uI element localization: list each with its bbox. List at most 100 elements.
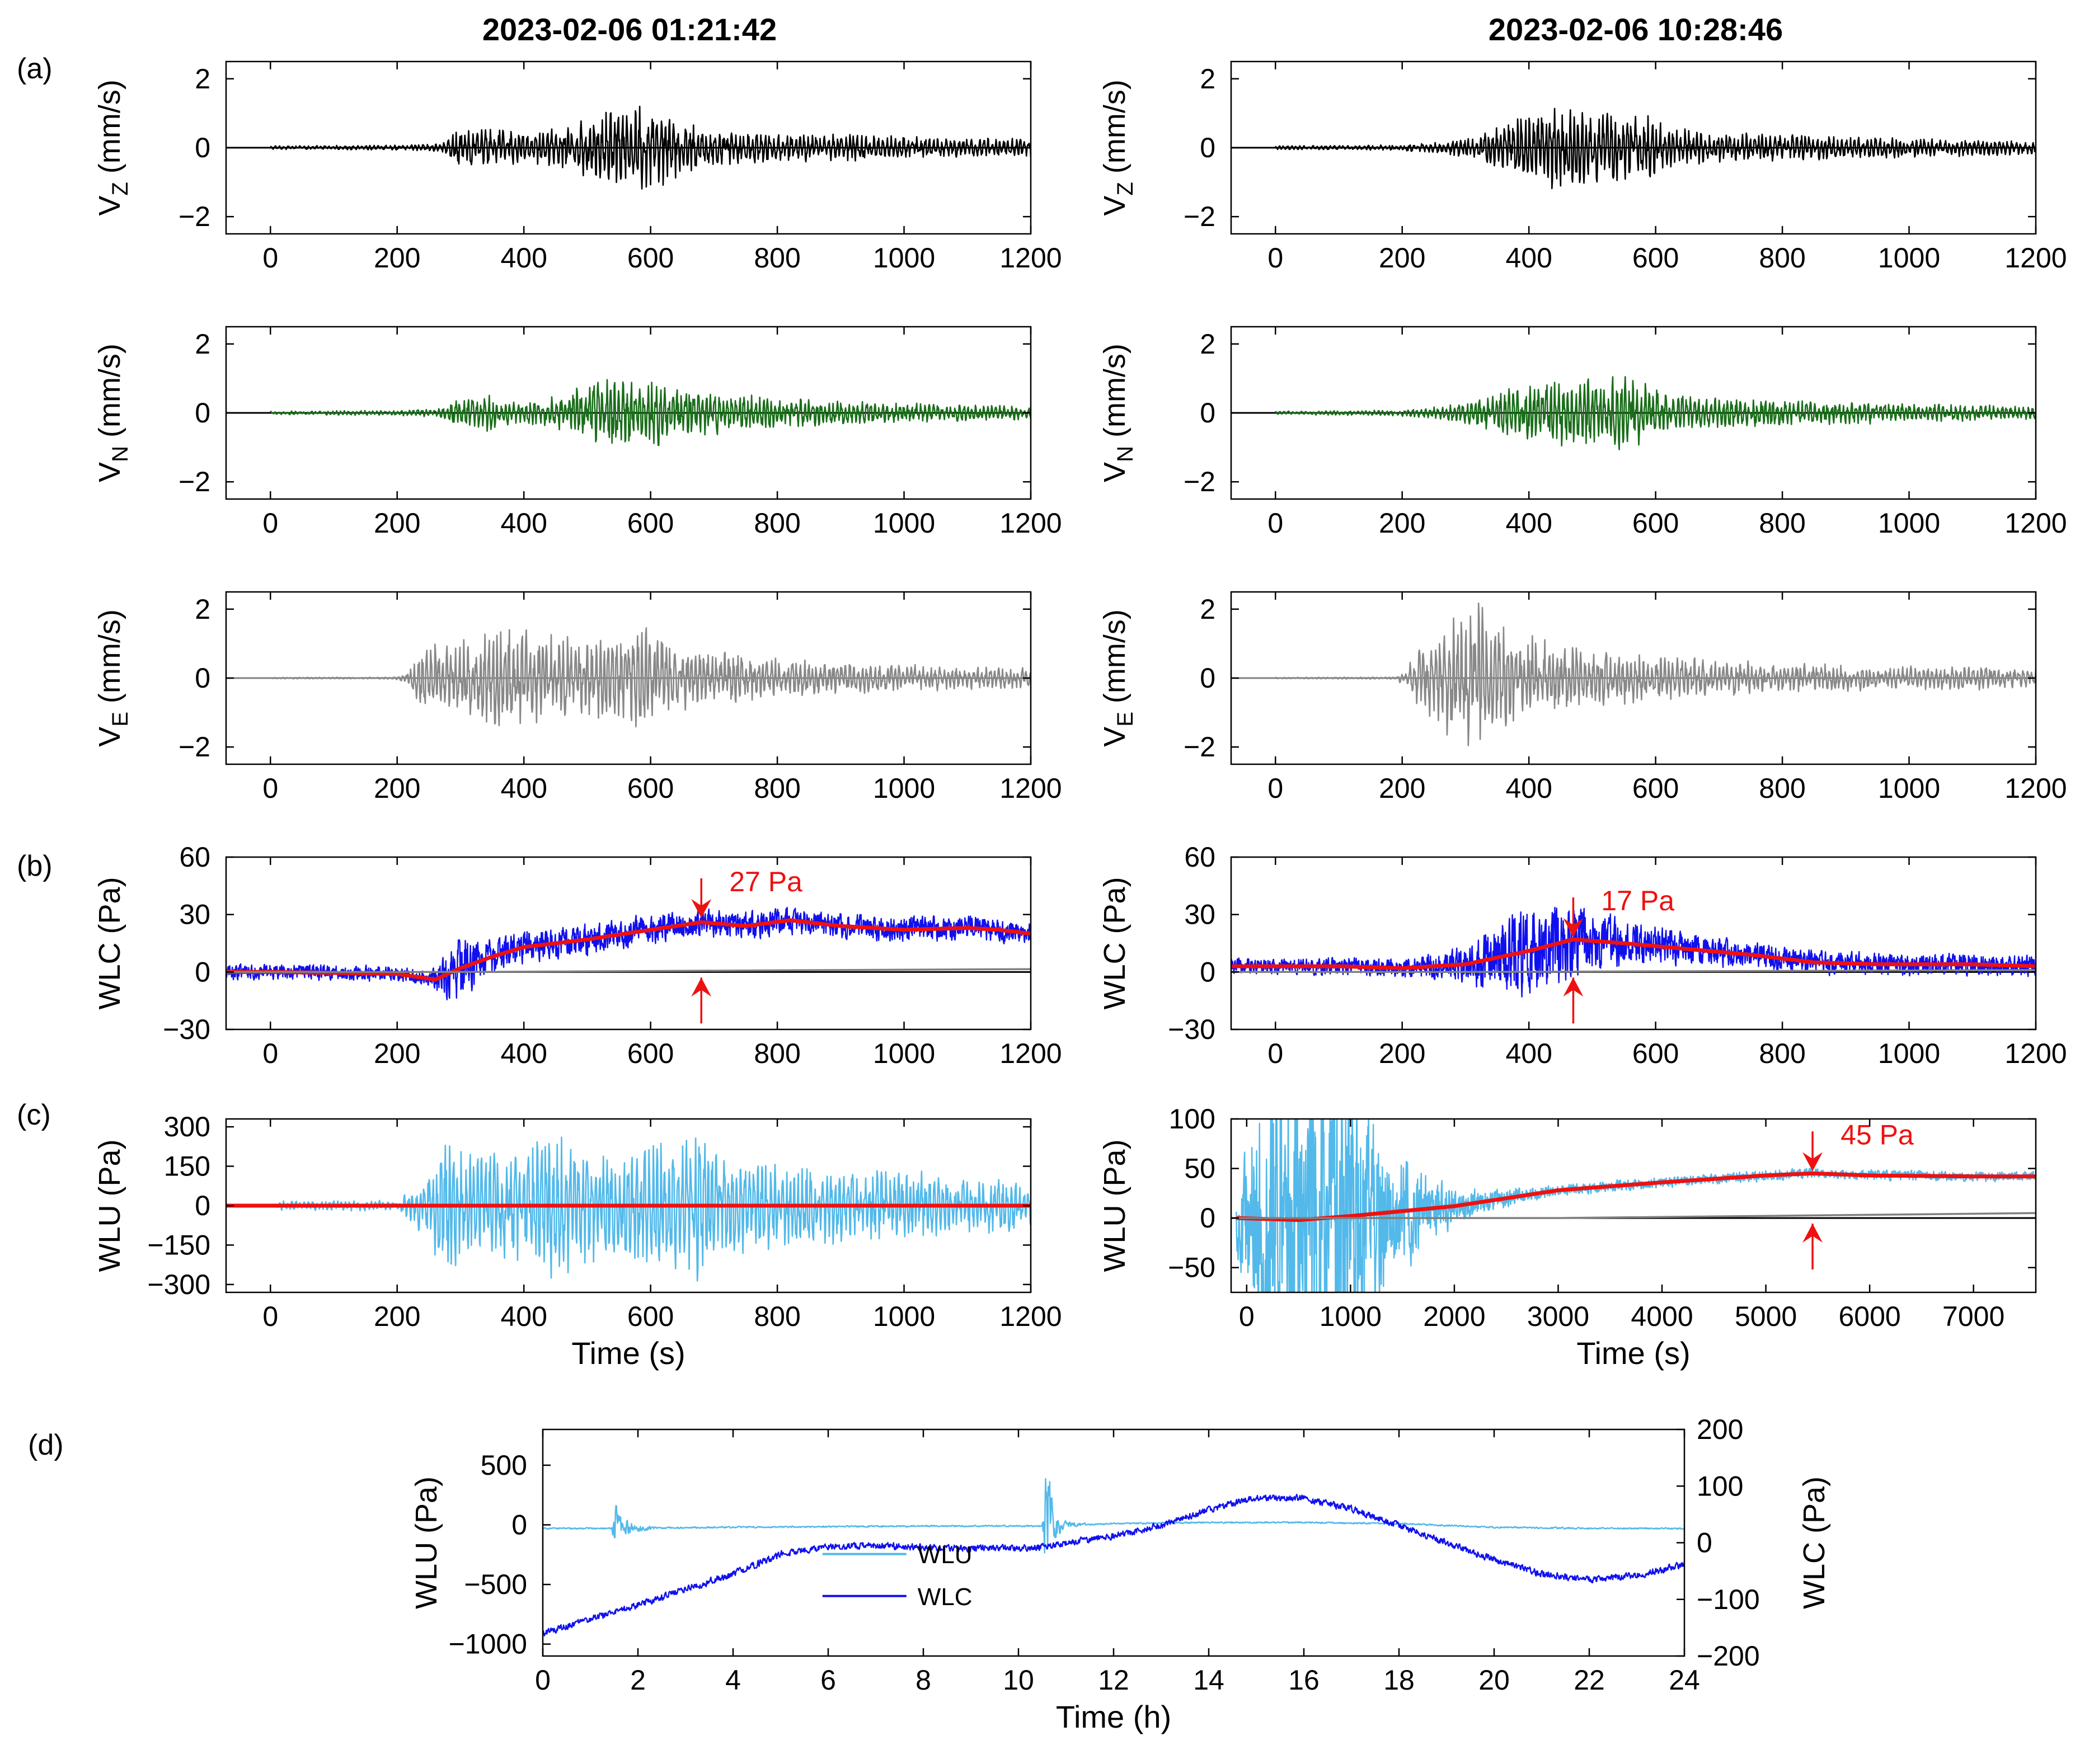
x-tick-label: 2000 <box>1423 1301 1485 1332</box>
y-tick-label: 0 <box>1200 1202 1215 1234</box>
x-tick-label: 200 <box>1379 507 1425 539</box>
plot-area <box>1231 107 2036 190</box>
x-tick-label: 600 <box>1632 773 1679 804</box>
x-tick-label: 6 <box>820 1664 836 1696</box>
x-tick-label: 400 <box>500 507 547 539</box>
panel-label-c: (c) <box>17 1099 51 1131</box>
x-tick-label: 200 <box>1379 1038 1425 1069</box>
y-right-tick-label: −200 <box>1697 1640 1760 1672</box>
x-tick-label: 22 <box>1574 1664 1605 1696</box>
series-smoothed <box>1231 937 2036 970</box>
y-tick-label: −500 <box>464 1569 527 1600</box>
x-tick-label: 5000 <box>1735 1301 1797 1332</box>
x-tick-label: 12 <box>1098 1664 1129 1696</box>
y-tick-label: 2 <box>1200 594 1215 625</box>
x-tick-label: 600 <box>627 1038 674 1069</box>
series-baseline <box>226 968 1031 973</box>
x-tick-label: 800 <box>754 242 800 274</box>
series-baseline <box>1231 1212 2036 1219</box>
x-tick-label: 200 <box>374 773 420 804</box>
x-tick-label: 600 <box>627 507 674 539</box>
series-vn <box>270 379 1031 446</box>
x-tick-label: 0 <box>1239 1301 1255 1332</box>
x-axis-label: Time (s) <box>1576 1335 1690 1371</box>
y-right-tick-label: 0 <box>1697 1527 1712 1559</box>
x-tick-label: 4 <box>725 1664 741 1696</box>
x-tick-label: 200 <box>374 507 420 539</box>
y-tick-label: −30 <box>163 1014 210 1045</box>
y-tick-label: 50 <box>1184 1153 1215 1184</box>
plot-b-wlc-2: 0 200 400 600 800 1000 1200 −30 0 30 60 WLC (Pa) 17 … <box>1098 841 2067 1069</box>
x-tick-label: 1000 <box>873 507 935 539</box>
arrow-down-head <box>691 899 712 918</box>
y-axis-label: WLU (Pa) <box>410 1476 443 1609</box>
y-right-tick-label: 200 <box>1697 1414 1743 1445</box>
series-wlc <box>543 1494 1684 1636</box>
series-baseline <box>1231 969 2036 973</box>
column-title-left: 2023-02-06 01:21:42 <box>482 12 777 47</box>
x-tick-label: 800 <box>1759 242 1805 274</box>
y-tick-label: −2 <box>1184 466 1215 497</box>
y-tick-label: 2 <box>195 594 210 625</box>
plot-d-dual: 0 2 4 6 8 10 12 14 16 18 20 22 24−1000−5000500−200−1… <box>410 1414 1831 1734</box>
arrow-down-head <box>1802 1152 1823 1172</box>
plot-area <box>226 105 1031 190</box>
x-tick-label: 0 <box>262 242 278 274</box>
y-right-axis-label: WLC (Pa) <box>1797 1476 1831 1609</box>
y-tick-label: 150 <box>164 1151 210 1182</box>
x-tick-label: 1200 <box>2004 1038 2067 1069</box>
x-tick-label: 24 <box>1669 1664 1700 1696</box>
x-tick-label: 800 <box>1759 773 1805 804</box>
x-tick-label: 0 <box>262 773 278 804</box>
legend-label-wlc: WLC <box>918 1583 973 1611</box>
x-tick-label: 10 <box>1003 1664 1034 1696</box>
x-tick-label: 1200 <box>999 1301 1062 1332</box>
plot-a-ve-1: 0 200 400 600 800 1000 1200 −2 0 2 VE (mm/s) <box>93 591 1062 804</box>
arrow-up-head <box>1802 1224 1823 1243</box>
axes-frame <box>1230 1118 2037 1293</box>
annotation-label: 27 Pa <box>729 866 802 897</box>
x-tick-label: 400 <box>1505 507 1552 539</box>
x-tick-label: 400 <box>500 1038 547 1069</box>
plot-area <box>1231 906 2036 998</box>
x-tick-label: 400 <box>500 242 547 274</box>
x-tick-label: 400 <box>1505 242 1552 274</box>
y-tick-label: −150 <box>147 1229 210 1260</box>
x-tick-label: 800 <box>1759 1038 1805 1069</box>
y-tick-label: −1000 <box>449 1629 527 1660</box>
y-tick-label: 2 <box>1200 63 1215 95</box>
series-vz <box>1275 107 2036 190</box>
x-tick-label: 1000 <box>1878 242 1940 274</box>
x-tick-label: 600 <box>1632 242 1679 274</box>
x-tick-label: 0 <box>1267 773 1283 804</box>
x-tick-label: 8 <box>915 1664 931 1696</box>
x-tick-label: 800 <box>754 1038 800 1069</box>
y-tick-label: 0 <box>195 132 210 163</box>
x-tick-label: 20 <box>1478 1664 1510 1696</box>
x-tick-label: 0 <box>262 507 278 539</box>
y-tick-label: 500 <box>481 1450 527 1481</box>
series-vn <box>1275 376 2036 450</box>
x-tick-label: 3000 <box>1527 1301 1589 1332</box>
x-tick-label: 1200 <box>2004 242 2067 274</box>
x-tick-label: 1000 <box>873 242 935 274</box>
x-tick-label: 800 <box>754 1301 800 1332</box>
panel-label-a: (a) <box>17 53 53 85</box>
x-tick-label: 4000 <box>1631 1301 1693 1332</box>
y-tick-label: 0 <box>511 1509 527 1541</box>
plot-a-vn-2: 0 200 400 600 800 1000 1200 −2 0 2 VN (mm/s) <box>1098 326 2067 539</box>
y-tick-label: 60 <box>1184 841 1215 873</box>
annotation-label: 17 Pa <box>1601 885 1674 916</box>
x-tick-label: 1200 <box>999 242 1062 274</box>
arrow-down-head <box>1563 918 1584 938</box>
x-tick-label: 400 <box>500 1301 547 1332</box>
x-tick-label: 1200 <box>999 773 1062 804</box>
arrow-up-head <box>1563 977 1584 997</box>
series-ve <box>270 627 1031 728</box>
y-tick-label: −2 <box>179 201 210 232</box>
x-tick-label: 800 <box>754 507 800 539</box>
y-tick-label: −2 <box>1184 731 1215 763</box>
x-tick-label: 1000 <box>873 1038 935 1069</box>
x-tick-label: 1000 <box>1878 507 1940 539</box>
